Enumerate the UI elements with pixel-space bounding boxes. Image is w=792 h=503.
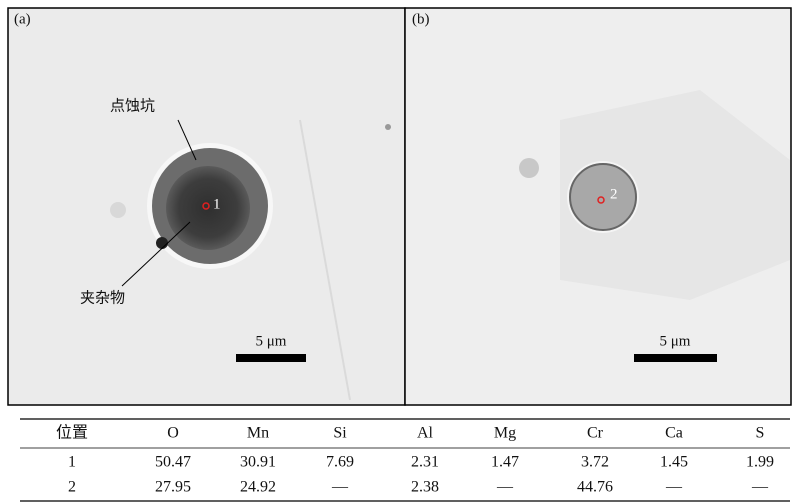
panel-label: (a) <box>14 11 31 27</box>
scale-bar <box>634 354 717 362</box>
table-header: Mg <box>494 425 516 442</box>
table-cell: — <box>751 479 769 496</box>
table: 位置 O Mn Si Al Mg Cr Ca S 1 50.47 30.91 7.69 2.31 1.47 3… <box>20 419 790 501</box>
annotation: 夹杂物 <box>80 289 125 307</box>
table-header: Mn <box>247 425 269 442</box>
table-cell: 27.95 <box>155 479 191 496</box>
scale-label: 5 μm <box>256 333 287 349</box>
annotation: 点蚀坑 <box>110 97 155 115</box>
table-cell: 1 <box>68 454 76 471</box>
table-cell: 2 <box>68 479 76 496</box>
table-cell: — <box>331 479 349 496</box>
inclusion-tip <box>156 237 168 249</box>
table-cell: 1.99 <box>746 454 774 471</box>
panel-a: 1 (a) 点蚀坑 夹杂物 5 μm <box>8 8 405 405</box>
table-cell: 3.72 <box>581 454 609 471</box>
table-header: 位置 <box>56 424 88 442</box>
table-cell: 1.47 <box>491 454 519 471</box>
table-cell: 24.92 <box>240 479 276 496</box>
table-header: S <box>756 425 765 442</box>
table-header: Cr <box>587 425 604 442</box>
spot <box>519 158 539 178</box>
table-cell: — <box>665 479 683 496</box>
panel-b: 2 (b) 5 μm <box>405 8 791 405</box>
page: 1 (a) 点蚀坑 夹杂物 5 μm 2 (b) 5 μm 位置 O Mn Si Al M… <box>0 0 792 503</box>
point-label: 1 <box>213 196 221 212</box>
panel-label: (b) <box>412 11 430 27</box>
table-cell: — <box>496 479 514 496</box>
table-cell: 2.31 <box>411 454 439 471</box>
table-cell: 1.45 <box>660 454 688 471</box>
point-label: 2 <box>610 186 618 202</box>
scale-bar <box>236 354 306 362</box>
table-header: O <box>167 425 179 442</box>
table-cell: 30.91 <box>240 454 276 471</box>
spot <box>110 202 126 218</box>
table-header: Ca <box>665 425 683 442</box>
table-header: Si <box>333 425 347 442</box>
table-header: Al <box>417 425 434 442</box>
spot <box>385 124 391 130</box>
figure: 1 (a) 点蚀坑 夹杂物 5 μm 2 (b) 5 μm 位置 O Mn Si Al M… <box>0 0 792 503</box>
table-cell: 2.38 <box>411 479 439 496</box>
table-cell: 44.76 <box>577 479 613 496</box>
table-cell: 50.47 <box>155 454 191 471</box>
table-cell: 7.69 <box>326 454 354 471</box>
scale-label: 5 μm <box>660 333 691 349</box>
